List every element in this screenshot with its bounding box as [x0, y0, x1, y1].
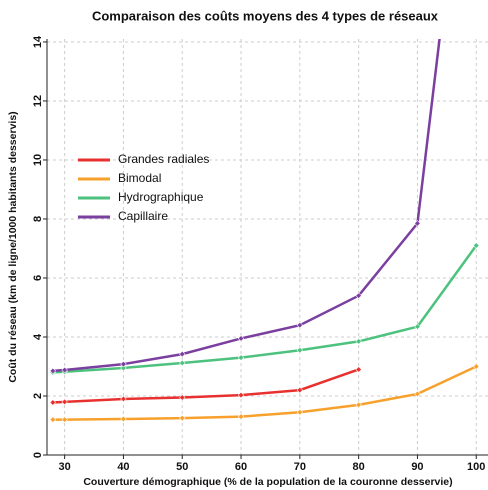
point [296, 322, 304, 329]
y-tick-label: 10 [32, 154, 44, 166]
point [355, 292, 362, 299]
chart-title: Comparaison des coûts moyens des 4 types… [92, 8, 439, 23]
point [237, 413, 245, 420]
legend-label: Capillaire [118, 209, 168, 223]
series-line [52, 39, 441, 373]
point [120, 415, 127, 423]
point [355, 401, 362, 409]
point [179, 350, 186, 358]
point [120, 395, 127, 403]
x-tick-label: 50 [176, 461, 188, 473]
x-tick-label: 90 [411, 461, 423, 473]
point [49, 367, 57, 375]
y-tick-label: 4 [32, 333, 44, 340]
point [237, 354, 245, 361]
point [438, 24, 444, 30]
y-tick-label: 0 [32, 452, 44, 458]
x-tick-label: 60 [235, 461, 247, 473]
x-tick-label: 100 [467, 461, 485, 473]
y-tick-label: 14 [32, 35, 44, 48]
plot-area [49, 24, 480, 423]
point [296, 347, 304, 354]
x-axis-label: Couverture démographique (% de la popula… [83, 476, 452, 488]
x-tick-label: 30 [59, 461, 71, 473]
point [473, 363, 480, 370]
point [473, 242, 480, 249]
point [355, 338, 362, 345]
point [237, 391, 245, 399]
point [296, 409, 304, 416]
point [296, 386, 304, 394]
point [49, 416, 57, 423]
point [61, 398, 68, 406]
point [414, 220, 421, 227]
x-tick-label: 80 [353, 461, 365, 473]
point [61, 416, 68, 423]
point [120, 360, 127, 368]
point [179, 359, 186, 367]
point [179, 394, 186, 401]
point [120, 364, 127, 372]
point [414, 390, 421, 398]
y-tick-label: 12 [32, 95, 44, 107]
legend-label: Hydrographique [118, 190, 204, 204]
x-tick-label: 40 [117, 461, 129, 473]
point [61, 366, 68, 374]
point [179, 414, 186, 422]
point [414, 323, 421, 330]
series-line [52, 368, 360, 404]
x-tick-label: 70 [294, 461, 306, 473]
point [237, 335, 245, 342]
point [355, 366, 362, 373]
legend-label: Bimodal [118, 171, 161, 185]
y-tick-label: 6 [32, 275, 44, 281]
point [49, 399, 57, 406]
y-axis-label: Coût du réseau (km de ligne/1000 habitan… [7, 111, 19, 382]
y-tick-label: 8 [32, 216, 44, 222]
legend-label: Grandes radiales [118, 152, 209, 166]
series-line [52, 244, 478, 374]
y-tick-label: 2 [32, 393, 44, 399]
